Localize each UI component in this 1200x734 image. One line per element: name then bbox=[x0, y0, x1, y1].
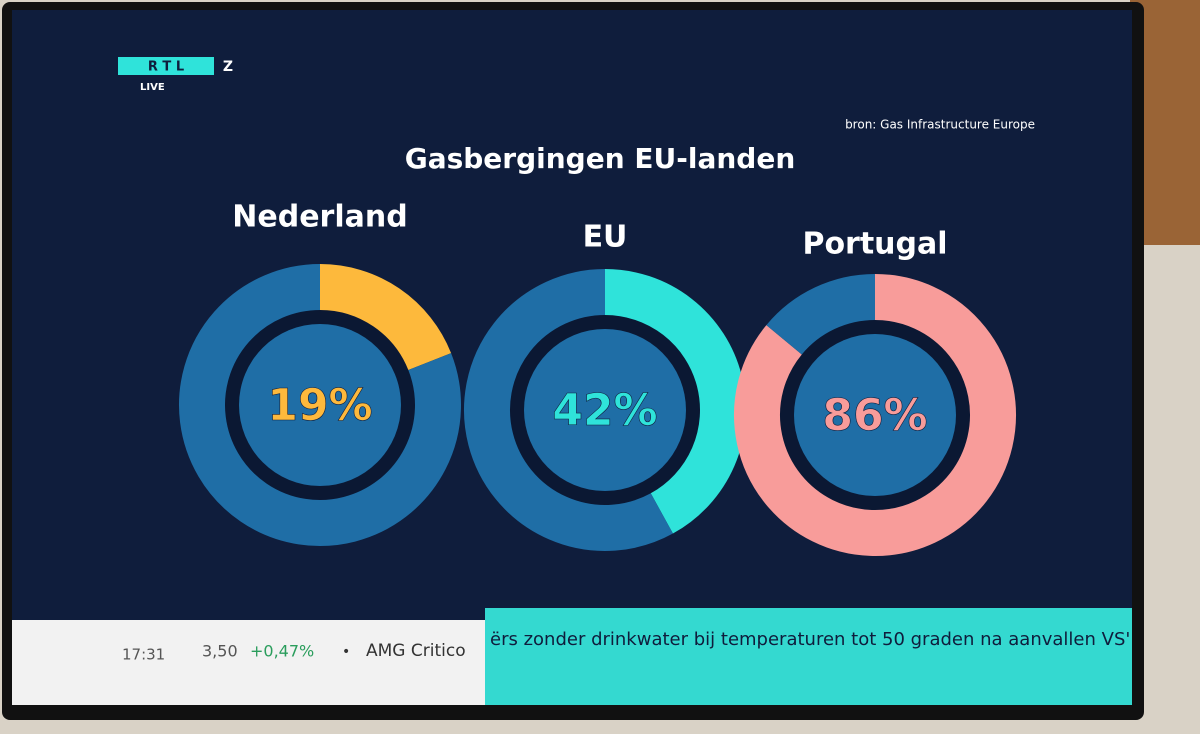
donut-title: Portugal bbox=[802, 227, 947, 262]
donut-title: Nederland bbox=[232, 200, 407, 235]
donut-center bbox=[524, 329, 686, 491]
donut-segment bbox=[734, 274, 1016, 556]
source: bron: Gas Infrastructure Europe bbox=[845, 118, 1035, 132]
donut-segment bbox=[319, 264, 452, 371]
ticker-bullet: • bbox=[342, 644, 350, 660]
donut-segment bbox=[464, 269, 673, 551]
ticker-item: AMG Critico bbox=[366, 641, 466, 661]
value-label: 86% bbox=[822, 390, 927, 441]
value-label: 19% bbox=[267, 380, 372, 431]
donut-segment bbox=[179, 264, 461, 546]
donut-title: EU bbox=[583, 220, 628, 255]
ticker-right bbox=[485, 608, 1132, 705]
donut-center bbox=[794, 334, 956, 496]
title: Gasbergingen EU-landen bbox=[405, 142, 796, 175]
ticker-time: 17:31 bbox=[122, 646, 165, 664]
donut-segment bbox=[604, 269, 746, 534]
value-label: 42% bbox=[552, 385, 657, 436]
live-label: LIVE bbox=[140, 82, 165, 93]
logo: R T L bbox=[148, 60, 184, 75]
ticker-change: +0,47% bbox=[250, 642, 314, 661]
ticker-quote: 3,50 bbox=[202, 642, 238, 661]
donut-center bbox=[239, 324, 401, 486]
donut-segment bbox=[766, 274, 876, 356]
logo-box bbox=[118, 57, 214, 75]
ticker-headline: ërs zonder drinkwater bij temperaturen t… bbox=[490, 629, 1130, 650]
ticker-left bbox=[12, 620, 485, 705]
logo-z: Z bbox=[223, 59, 233, 75]
